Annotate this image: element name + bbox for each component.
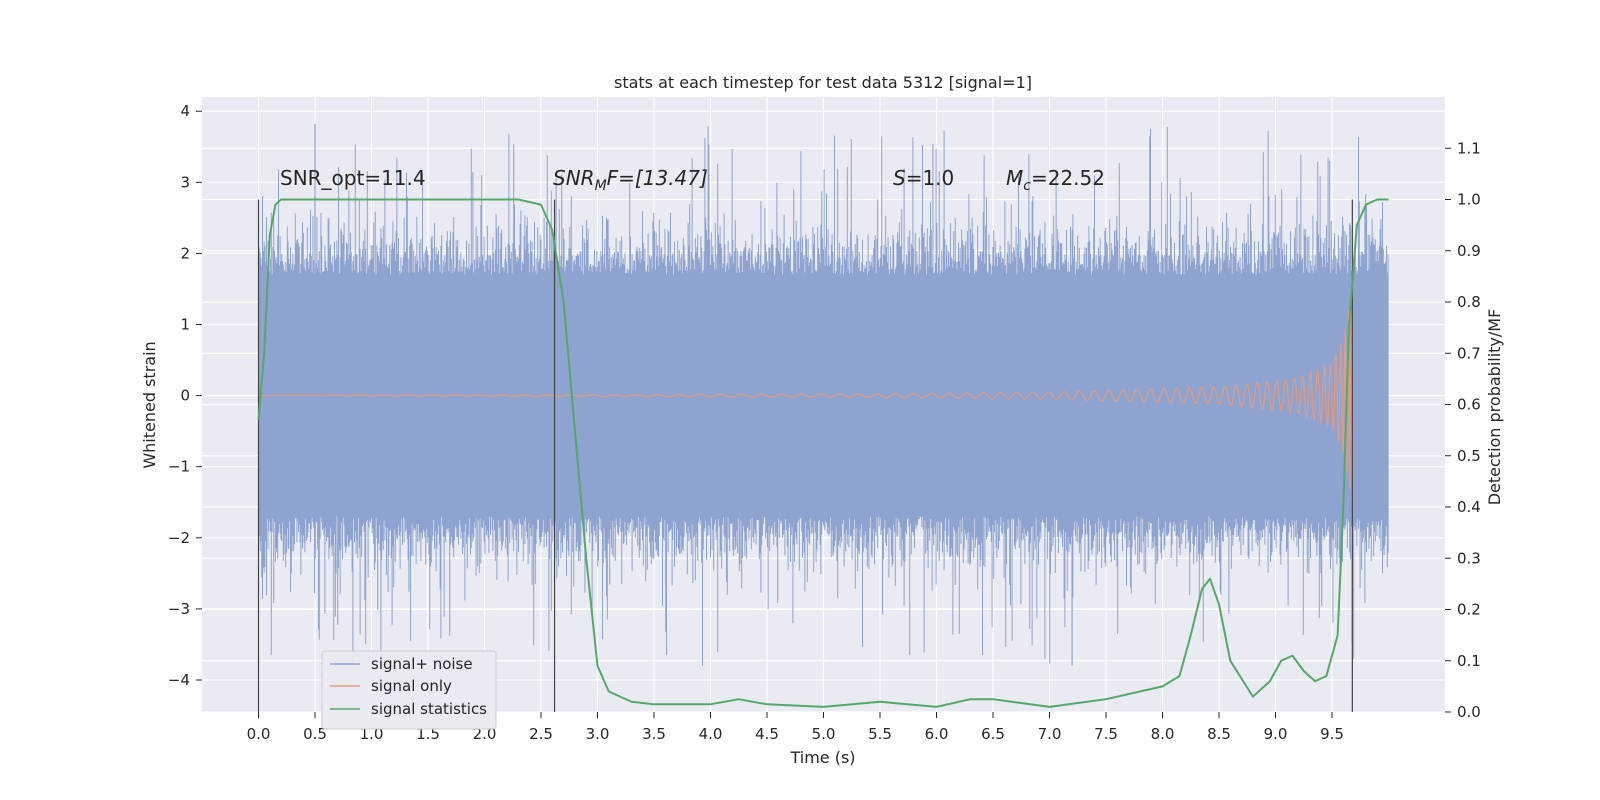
y-tick-label: −2: [168, 529, 190, 547]
y2-tick-label: 0.3: [1457, 549, 1481, 567]
y2-tick-label: 1.1: [1457, 139, 1481, 157]
signal-only-series: [258, 298, 1353, 501]
x-tick-label: 6.0: [925, 725, 949, 743]
annotation-snr-mf: SNRMF=[13.47]: [553, 166, 708, 194]
signal-statistics-series: [257, 198, 1389, 708]
y-tick-label: 1: [180, 316, 190, 334]
y2-tick-label: 0.7: [1457, 344, 1481, 362]
legend-label-signal-noise: signal+ noise: [371, 655, 473, 673]
x-tick-label: 5.5: [868, 725, 892, 743]
y-tick-label: 2: [180, 244, 190, 262]
y-axis-label: Whitened strain: [140, 341, 159, 468]
annotation-s: S=1.0: [893, 166, 954, 190]
y-tick-label: −3: [168, 600, 190, 618]
y-tick-label: 0: [180, 387, 190, 405]
x-axis-label: Time (s): [789, 748, 855, 767]
y-axis-ticks: 4 3 2 1 0 −1 −2 −3 −4: [168, 102, 202, 689]
y2-tick-label: 0.1: [1457, 652, 1481, 670]
y2-tick-label: 0.4: [1457, 498, 1481, 516]
y2-tick-label: 0.6: [1457, 396, 1481, 414]
y2-axis-ticks: 1.1 1.0 0.9 0.8 0.7 0.6 0.5 0.4 0.3 0.2 0.1 0.0: [1445, 139, 1481, 721]
x-tick-label: 7.0: [1038, 725, 1062, 743]
x-tick-label: 8.0: [1151, 725, 1175, 743]
y2-axis-label: Detection probability/MF: [1485, 309, 1504, 506]
x-tick-label: 4.0: [699, 725, 723, 743]
y-tick-label: −1: [168, 458, 190, 476]
x-tick-label: 0.0: [247, 725, 271, 743]
y2-tick-label: 0.2: [1457, 601, 1481, 619]
x-tick-label: 4.5: [755, 725, 779, 743]
y2-tick-label: 0.5: [1457, 447, 1481, 465]
legend-label-signal-only: signal only: [371, 677, 452, 695]
y2-tick-label: 0.9: [1457, 242, 1481, 260]
signal-statistics-line: [257, 198, 1389, 708]
y-tick-label: −4: [168, 671, 190, 689]
legend-box: [321, 650, 497, 730]
y-tick-label: 4: [180, 102, 190, 120]
legend-label-signal-statistics: signal statistics: [371, 700, 487, 718]
x-axis-ticks: 0.0 0.5 1.0 1.5 2.0 2.5 3.0 3.5 4.0 4.5 5.0 5.5 6.0 6…: [247, 712, 1344, 743]
y2-tick-label: 0.8: [1457, 293, 1481, 311]
x-tick-label: 0.5: [303, 725, 327, 743]
x-tick-label: 9.5: [1320, 725, 1344, 743]
chart-title: stats at each timestep for test data 531…: [614, 73, 1032, 92]
y2-tick-label: 0.0: [1457, 703, 1481, 721]
y-tick-label: 3: [180, 173, 190, 191]
annotation-mc: Mc=22.52: [1006, 166, 1105, 194]
y2-tick-label: 1.0: [1457, 191, 1481, 209]
x-tick-label: 3.0: [586, 725, 610, 743]
signal-only-line: [258, 298, 1353, 501]
x-tick-label: 3.5: [642, 725, 666, 743]
x-tick-label: 8.5: [1207, 725, 1231, 743]
x-tick-label: 6.5: [981, 725, 1005, 743]
legend: signal+ noise signal only signal statist…: [321, 650, 497, 730]
x-tick-label: 9.0: [1264, 725, 1288, 743]
x-tick-label: 7.5: [1094, 725, 1118, 743]
x-tick-label: 5.0: [812, 725, 836, 743]
annotation-snr-opt: SNR_opt=11.4: [280, 166, 426, 190]
x-tick-label: 2.5: [529, 725, 553, 743]
